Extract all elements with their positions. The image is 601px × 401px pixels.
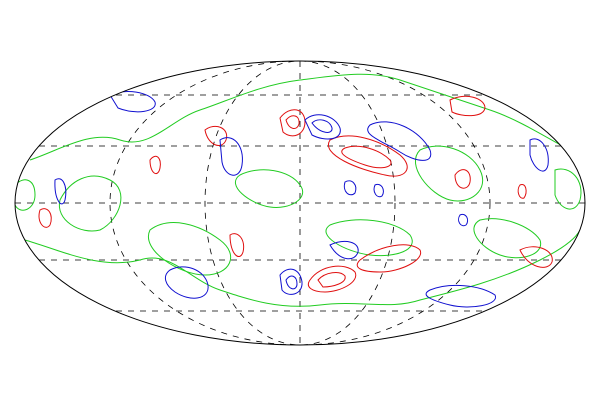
contour [54, 178, 67, 205]
contour [329, 241, 359, 260]
contour [519, 246, 553, 268]
meridian [204, 61, 396, 345]
contour [149, 155, 161, 175]
contour [29, 73, 571, 161]
contour [325, 219, 413, 257]
contour [341, 145, 392, 169]
graticule [15, 61, 585, 345]
contour [317, 272, 346, 288]
contour [449, 95, 486, 117]
contour [356, 244, 422, 273]
contour [304, 114, 341, 140]
contour [15, 179, 36, 211]
contour [279, 268, 303, 295]
contour [454, 169, 471, 189]
contour [58, 175, 122, 232]
contour [147, 222, 232, 276]
contour [38, 208, 52, 228]
contour [458, 213, 469, 227]
contour [279, 109, 306, 137]
contour [229, 233, 245, 257]
contour [343, 180, 357, 196]
contour [219, 137, 243, 176]
contour [164, 266, 209, 299]
contour [425, 285, 496, 308]
contour [109, 91, 156, 113]
contour [311, 119, 333, 133]
contours [15, 73, 582, 308]
contour [285, 275, 298, 290]
contour [234, 169, 303, 208]
meridian [109, 61, 491, 345]
contour [414, 145, 484, 202]
contour [367, 121, 432, 161]
contour [307, 265, 357, 293]
contour [204, 125, 228, 146]
contour [529, 138, 549, 172]
contour [373, 183, 384, 198]
contour [517, 183, 527, 199]
contour [327, 135, 408, 177]
contour [554, 168, 582, 210]
contour [473, 218, 542, 259]
contour [285, 115, 300, 129]
map-boundary [14, 60, 586, 346]
contour [24, 229, 581, 307]
